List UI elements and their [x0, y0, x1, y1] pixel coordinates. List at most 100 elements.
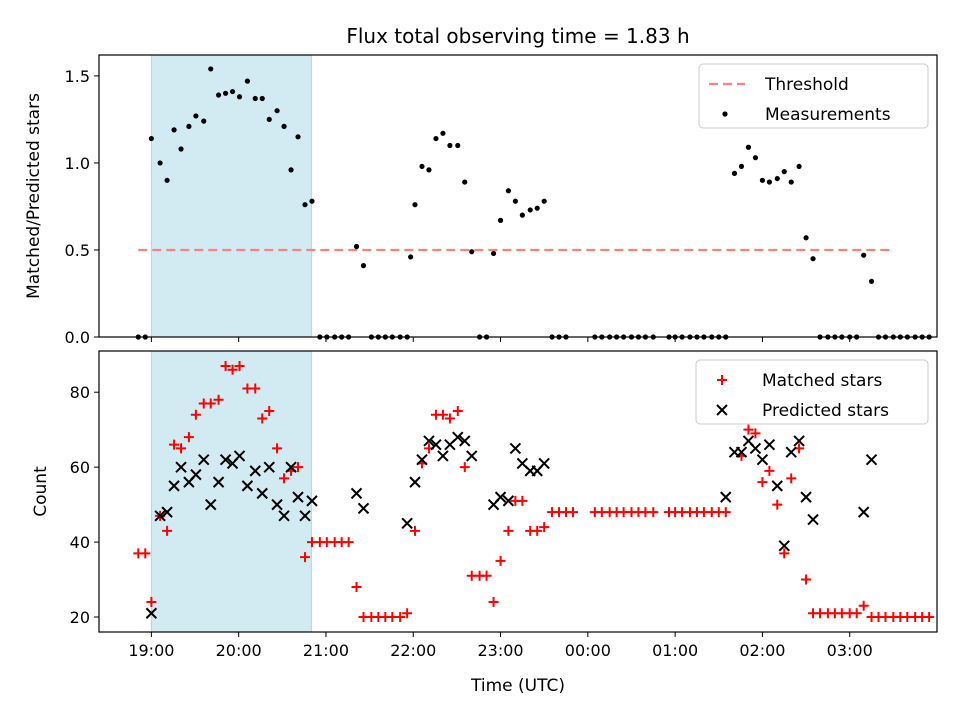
data-point: [539, 522, 550, 533]
data-point: [512, 198, 518, 204]
x-tick-label: 02:00: [739, 641, 785, 660]
data-point: [796, 163, 802, 170]
data-point: [222, 90, 229, 96]
data-point: [272, 443, 283, 454]
data-point: [810, 256, 816, 262]
legend-box: [695, 359, 929, 425]
data-point: [145, 607, 158, 619]
data-point: [250, 383, 261, 394]
data-point: [481, 570, 492, 581]
data-point: [257, 413, 268, 424]
data-point: [178, 146, 184, 152]
y-tick-label: 80: [70, 383, 90, 402]
data-point: [851, 608, 862, 619]
data-point: [785, 446, 797, 458]
y-tick-label: 20: [70, 608, 90, 627]
data-point: [865, 453, 878, 466]
data-point: [416, 453, 428, 466]
data-point: [731, 170, 738, 176]
data-point: [281, 123, 287, 129]
data-point: [778, 540, 790, 552]
data-point: [164, 177, 170, 183]
data-point: [720, 491, 732, 503]
data-point: [190, 468, 202, 481]
x-axis-label: Time (UTC): [470, 676, 565, 696]
legend-matched-swatch: [717, 375, 727, 385]
data-point: [288, 167, 294, 173]
data-point: [858, 600, 869, 611]
data-point: [161, 506, 173, 518]
data-point: [193, 113, 199, 119]
data-point: [299, 510, 311, 522]
data-point: [190, 409, 201, 420]
data-point: [437, 409, 448, 420]
data-point: [452, 405, 463, 416]
data-point: [252, 95, 258, 102]
data-point: [229, 88, 236, 95]
y-tick-label: 1.5: [65, 67, 90, 86]
shaded-interval: [150, 350, 312, 633]
data-point: [444, 413, 455, 424]
data-point: [743, 424, 754, 435]
data-point: [234, 360, 245, 371]
data-point: [505, 188, 511, 194]
data-point: [227, 364, 238, 375]
data-point: [309, 198, 315, 204]
data-point: [772, 499, 783, 510]
y-axis-label: Matched/Predicted stars: [24, 93, 44, 299]
data-point: [495, 555, 506, 566]
data-point: [803, 235, 809, 241]
data-point: [176, 443, 187, 454]
data-point: [412, 202, 418, 208]
data-point: [198, 453, 210, 466]
data-point: [183, 432, 194, 443]
data-point: [350, 487, 363, 500]
data-point: [541, 198, 547, 204]
y-tick-label: 1.0: [65, 154, 90, 173]
data-point: [419, 163, 425, 170]
data-point: [201, 118, 207, 124]
data-point: [781, 169, 787, 175]
data-point: [285, 461, 297, 473]
data-point: [861, 252, 867, 258]
data-point: [154, 510, 166, 522]
data-point: [426, 167, 432, 173]
y-tick-label: 0.5: [65, 241, 90, 260]
data-point: [756, 453, 769, 466]
data-point: [766, 179, 773, 185]
data-point: [266, 116, 272, 123]
data-point: [295, 134, 301, 140]
data-point: [800, 491, 812, 503]
top-panel: 0.0 0.5 1.0 1.5 Matched/Predicted stars Thres…: [24, 54, 938, 347]
data-point: [186, 123, 192, 129]
data-point: [171, 127, 177, 133]
data-point: [462, 179, 468, 185]
x-tick-label: 00:00: [565, 641, 611, 660]
data-point: [279, 473, 290, 484]
x-tick-label: 21:00: [303, 641, 349, 660]
data-point: [494, 491, 507, 503]
data-point: [140, 548, 151, 559]
data-point: [763, 438, 776, 451]
data-point: [241, 480, 254, 492]
y-tick-label: 60: [70, 458, 90, 477]
data-point: [509, 442, 522, 455]
data-point: [801, 574, 812, 585]
data-point: [527, 207, 533, 213]
data-point: [205, 398, 216, 409]
data-point: [401, 517, 413, 530]
data-point: [306, 495, 318, 507]
data-point: [459, 462, 470, 473]
series-predicted-stars: [145, 431, 878, 619]
data-point: [788, 179, 794, 185]
data-point: [567, 507, 578, 518]
data-point: [519, 212, 525, 218]
data-point: [256, 487, 268, 500]
axes-frame: [98, 350, 938, 633]
data-point: [437, 450, 449, 462]
data-point: [750, 428, 761, 439]
data-point: [786, 473, 797, 484]
data-point: [423, 435, 435, 447]
data-point: [757, 477, 768, 488]
